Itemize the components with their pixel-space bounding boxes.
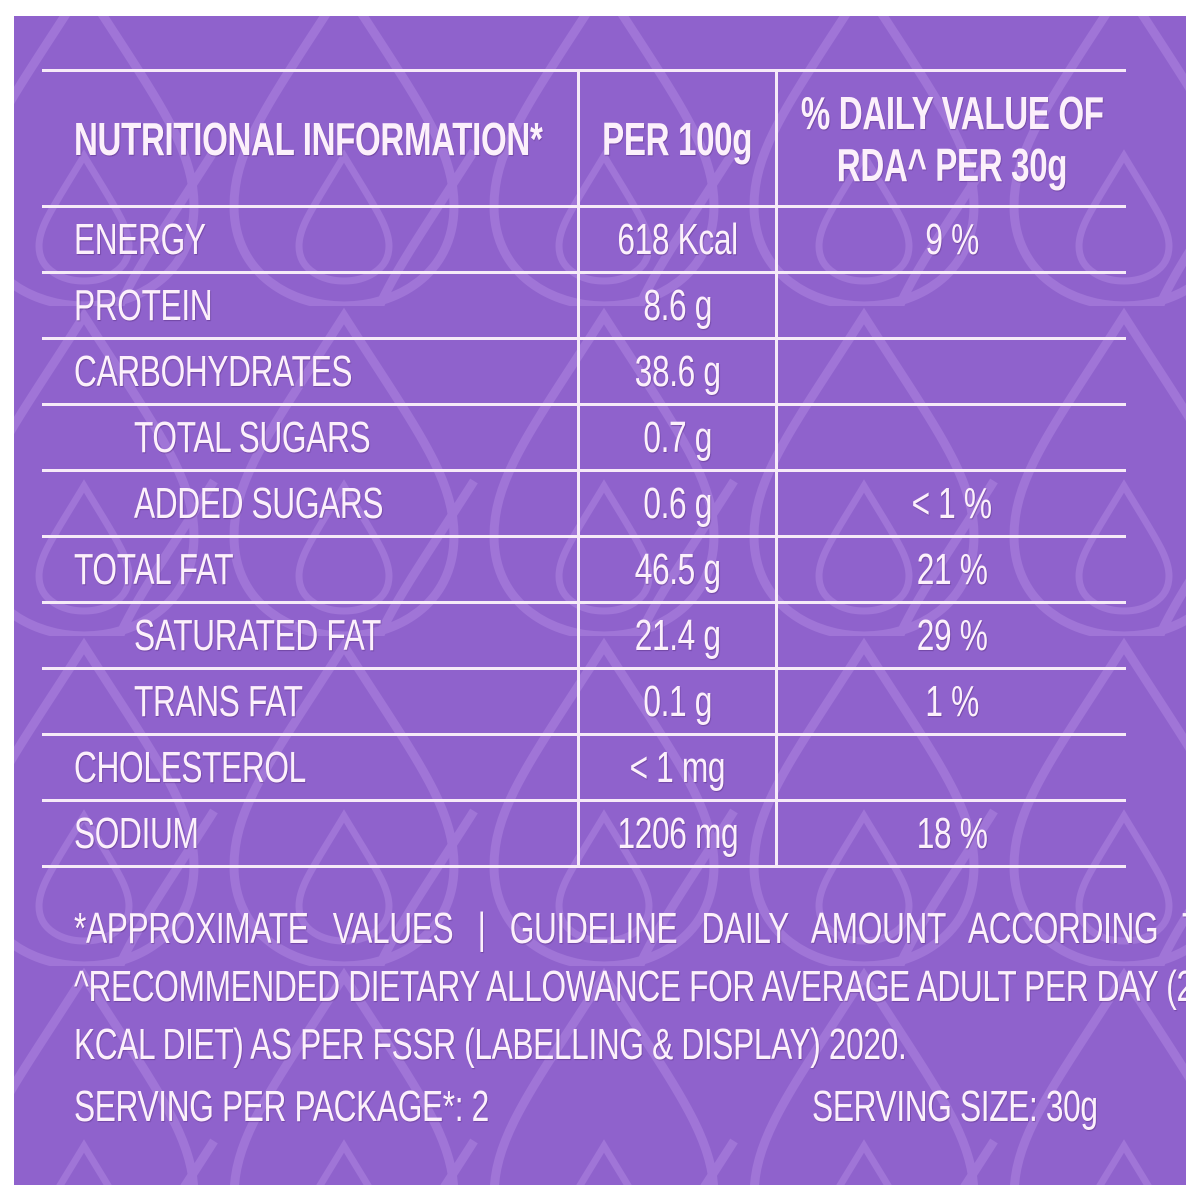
nutrient-label: SATURATED FAT — [134, 610, 382, 660]
table-rule-bottom — [42, 865, 1126, 868]
daily-value: 18 % — [916, 808, 988, 858]
table-rule — [42, 337, 1126, 340]
table-rule — [42, 271, 1126, 274]
column-divider — [775, 70, 778, 867]
nutrient-label: SODIUM — [74, 808, 199, 858]
table-rule — [42, 667, 1126, 670]
daily-value: 1 % — [925, 676, 979, 726]
nutrient-label: ADDED SUGARS — [134, 478, 384, 528]
daily-value: 9 % — [925, 214, 979, 264]
nutrient-label: TOTAL FAT — [74, 544, 234, 594]
daily-value: < 1 % — [911, 478, 993, 528]
header-daily-value-line2: RDA^ PER 30g — [836, 138, 1068, 191]
per100g-value: < 1 mg — [629, 742, 726, 792]
footnote-line-1: *APPROXIMATE VALUES | GUIDELINE DAILY AM… — [74, 904, 1186, 953]
table-rule — [42, 601, 1126, 604]
per100g-value: 0.7 g — [643, 412, 712, 462]
header-per100g-cell: PER 100g — [580, 72, 775, 205]
decorative-pattern-icon — [14, 16, 1186, 1185]
header-nutrient-cell: NUTRITIONAL INFORMATION* — [74, 72, 725, 205]
header-nutritional-information: NUTRITIONAL INFORMATION* — [74, 112, 543, 165]
header-daily-value-line1: % DAILY VALUE OF — [800, 86, 1104, 139]
table-rule-header — [42, 205, 1126, 208]
footnote-line-2: ^RECOMMENDED DIETARY ALLOWANCE FOR AVERA… — [74, 962, 1186, 1011]
table-rule — [42, 469, 1126, 472]
nutrient-label: ENERGY — [74, 214, 206, 264]
per100g-value: 0.1 g — [643, 676, 712, 726]
nutrient-label: TRANS FAT — [134, 676, 303, 726]
per100g-value: 8.6 g — [643, 280, 712, 330]
daily-value: 29 % — [916, 610, 988, 660]
nutrient-label: CARBOHYDRATES — [74, 346, 353, 396]
per100g-value: 0.6 g — [643, 478, 712, 528]
serving-size: SERVING SIZE: 30g — [701, 1082, 1098, 1132]
per100g-value: 618 Kcal — [617, 214, 738, 264]
nutrient-label: TOTAL SUGARS — [134, 412, 371, 462]
table-rule — [42, 403, 1126, 406]
nutrition-label-panel: NUTRITIONAL INFORMATION* PER 100g % DAIL… — [14, 16, 1186, 1185]
footnote-line-3: KCAL DIET) AS PER FSSR (LABELLING & DISP… — [74, 1020, 907, 1069]
per100g-value: 46.5 g — [634, 544, 721, 594]
nutrient-label: CHOLESTEROL — [74, 742, 306, 792]
daily-value: 21 % — [916, 544, 988, 594]
nutrient-label: PROTEIN — [74, 280, 213, 330]
table-rule — [42, 733, 1126, 736]
header-daily-value-cell: % DAILY VALUE OF RDA^ PER 30g — [778, 72, 1126, 205]
column-divider — [577, 70, 580, 867]
serving-per-package: SERVING PER PACKAGE*: 2 — [74, 1082, 650, 1132]
table-rule — [42, 535, 1126, 538]
serving-per-package-text: SERVING PER PACKAGE*: 2 — [74, 1082, 489, 1131]
per100g-value: 38.6 g — [634, 346, 721, 396]
table-rule-top — [42, 69, 1126, 72]
per100g-value: 21.4 g — [634, 610, 721, 660]
per100g-value: 1206 mg — [617, 808, 738, 858]
header-per-100g: PER 100g — [602, 112, 753, 165]
serving-size-text: SERVING SIZE: 30g — [812, 1082, 1098, 1131]
footnote: *APPROXIMATE VALUES | GUIDELINE DAILY AM… — [74, 900, 1186, 1074]
table-rule — [42, 799, 1126, 802]
